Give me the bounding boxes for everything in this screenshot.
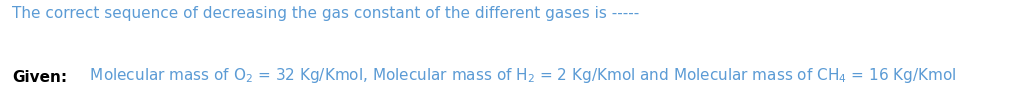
- Text: The correct sequence of decreasing the gas constant of the different gases is --: The correct sequence of decreasing the g…: [12, 6, 639, 21]
- Text: Given:: Given:: [12, 70, 67, 85]
- Text: Molecular mass of O$_2$ = 32 Kg/Kmol, Molecular mass of H$_2$ = 2 Kg/Kmol and Mo: Molecular mass of O$_2$ = 32 Kg/Kmol, Mo…: [85, 66, 957, 85]
